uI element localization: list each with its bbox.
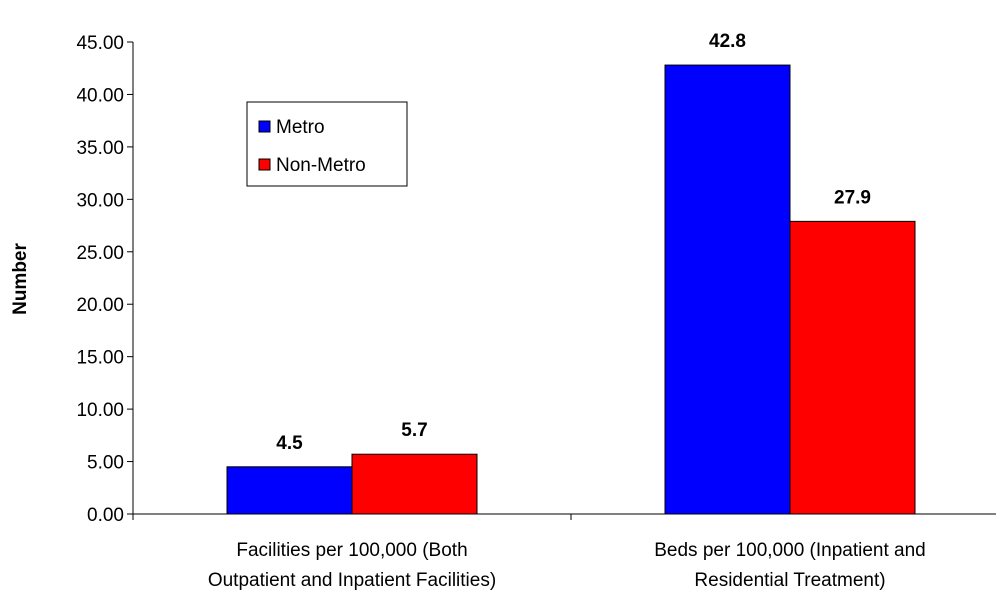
y-tick-label: 30.00: [76, 190, 124, 211]
y-tick-label: 40.00: [76, 85, 124, 106]
bar-metro-1: [664, 64, 791, 515]
y-tick-label: 45.00: [76, 33, 124, 54]
legend: Metro Non-Metro: [246, 101, 408, 187]
data-label: 27.9: [834, 187, 871, 208]
x-tick-label: Beds per 100,000 (Inpatient and: [654, 540, 925, 561]
y-tick-label: 10.00: [76, 400, 124, 421]
y-tick-label: 0.00: [87, 505, 124, 526]
x-tick-label: Facilities per 100,000 (Both: [236, 540, 467, 561]
y-tick-label: 15.00: [76, 348, 124, 369]
y-tick-label: 25.00: [76, 243, 124, 264]
bar-non-metro-0: [351, 453, 478, 515]
legend-swatch-non-metro: [258, 158, 271, 171]
bar-metro-0: [226, 466, 353, 515]
y-tick-label: 5.00: [87, 453, 124, 474]
x-tick-label: Outpatient and Inpatient Facilities): [208, 570, 496, 591]
legend-swatch-metro: [258, 120, 271, 133]
bar-non-metro-1: [789, 220, 916, 515]
data-label: 4.5: [276, 433, 303, 454]
y-axis-label: Number: [10, 243, 31, 315]
data-label: 5.7: [401, 420, 427, 441]
legend-box: [246, 101, 408, 187]
legend-label-metro: Metro: [276, 117, 325, 138]
plot-area: 0.00 5.00 10.00 15.00 20.00 25.00 30.00 35.00 40…: [76, 31, 996, 591]
legend-label-non-metro: Non-Metro: [276, 155, 366, 176]
y-tick-label: 35.00: [76, 138, 124, 159]
data-label: 42.8: [709, 31, 746, 52]
y-tick-label: 20.00: [76, 295, 124, 316]
x-tick-label: Residential Treatment): [694, 570, 885, 591]
